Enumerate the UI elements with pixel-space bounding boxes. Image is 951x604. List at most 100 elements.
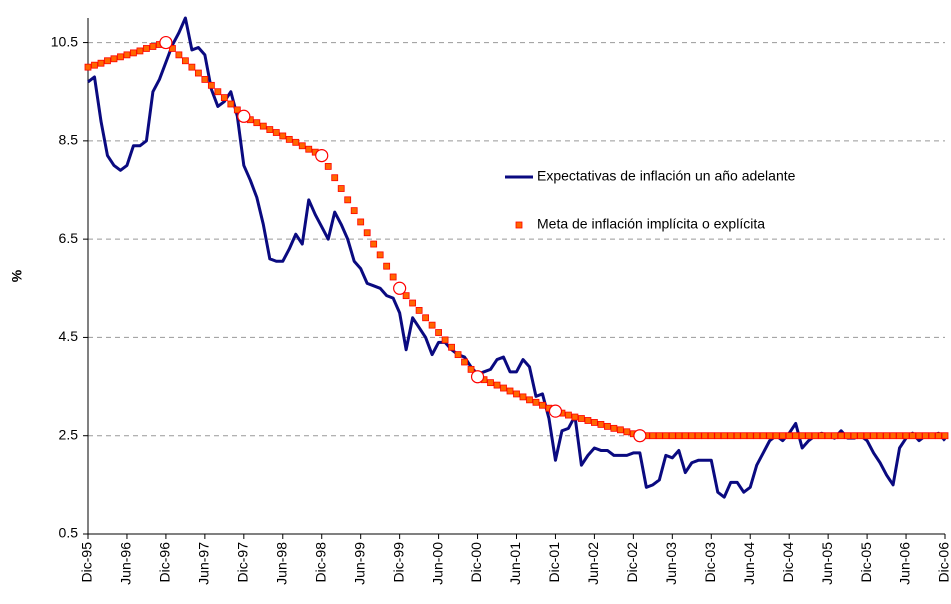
square-marker: [714, 432, 722, 440]
y-tick-label: 8.5: [59, 132, 79, 148]
square-marker: [922, 432, 929, 440]
square-marker: [844, 432, 852, 440]
square-marker: [707, 432, 715, 440]
square-marker: [227, 100, 235, 108]
square-marker: [383, 262, 391, 270]
circle-marker: [470, 370, 485, 384]
x-tick-label: Jun-00: [429, 542, 445, 585]
square-marker: [305, 145, 313, 153]
square-marker: [201, 76, 209, 83]
square-marker: [188, 63, 196, 71]
square-marker: [701, 432, 709, 440]
x-tick-label: Dic-99: [390, 542, 406, 583]
square-marker: [97, 59, 105, 67]
square-marker: [337, 185, 345, 192]
square-marker: [415, 306, 423, 314]
square-marker: [850, 432, 858, 440]
square-marker: [876, 432, 884, 440]
square-marker: [571, 413, 579, 421]
x-tick-label: Jun-04: [741, 542, 757, 585]
x-tick-label: Dic-04: [780, 542, 796, 583]
square-marker: [688, 432, 696, 440]
x-tick-label: Jun-02: [585, 542, 601, 585]
square-marker: [694, 432, 702, 440]
square-marker: [792, 432, 800, 440]
square-marker: [798, 432, 806, 440]
square-marker: [266, 126, 274, 133]
square-marker: [746, 432, 754, 440]
square-marker: [681, 432, 689, 440]
square-marker: [487, 379, 494, 387]
square-marker: [169, 45, 176, 52]
square-marker: [668, 432, 676, 440]
square-marker: [740, 432, 748, 440]
square-marker: [175, 51, 183, 59]
square-marker: [220, 94, 228, 102]
square-marker: [759, 432, 767, 440]
square-marker: [363, 229, 371, 237]
x-tick-label: Jun-97: [196, 542, 212, 585]
square-marker: [409, 299, 417, 307]
x-tick-label: Dic-00: [468, 542, 484, 583]
square-marker: [519, 393, 527, 401]
x-tick-label: Jun-03: [663, 542, 679, 585]
square-marker: [584, 417, 592, 424]
square-marker: [91, 61, 98, 69]
square-marker: [493, 381, 501, 389]
square-marker: [662, 432, 670, 440]
square-marker: [292, 138, 300, 146]
square-marker: [623, 428, 631, 436]
square-marker: [610, 424, 618, 432]
square-marker: [298, 142, 306, 150]
square-marker: [870, 432, 877, 440]
square-marker: [766, 432, 774, 440]
x-tick-label: Dic-01: [546, 542, 562, 583]
square-marker: [578, 415, 585, 422]
square-marker: [603, 422, 611, 430]
square-marker: [500, 384, 507, 392]
x-tick-label: Jun-98: [273, 542, 289, 585]
square-marker: [805, 432, 813, 440]
square-marker: [779, 432, 787, 440]
square-marker: [461, 358, 468, 366]
square-marker: [272, 129, 280, 136]
square-marker: [727, 432, 735, 440]
x-tick-label: Dic-02: [624, 542, 640, 583]
square-marker: [143, 45, 150, 52]
legend-label: Meta de inflación implícita o explícita: [537, 216, 765, 232]
square-marker: [117, 53, 124, 61]
legend-swatch: [515, 221, 523, 229]
square-marker: [902, 432, 910, 440]
square-marker: [928, 432, 936, 440]
square-marker: [616, 426, 624, 434]
square-marker: [370, 240, 378, 248]
square-marker: [402, 292, 410, 300]
square-marker: [675, 432, 683, 440]
x-tick-label: Dic-98: [312, 542, 328, 583]
square-marker: [831, 432, 839, 440]
square-marker: [194, 69, 202, 77]
square-marker: [811, 432, 819, 440]
square-marker: [441, 336, 449, 344]
y-tick-label: 10.5: [51, 33, 78, 49]
y-axis-label: %: [9, 269, 25, 282]
square-marker: [565, 411, 572, 419]
y-tick-label: 2.5: [59, 426, 79, 442]
x-tick-label: Jun-06: [897, 542, 913, 585]
square-marker: [824, 432, 832, 440]
square-marker: [422, 314, 430, 322]
x-tick-label: Dic-97: [235, 542, 251, 583]
square-marker: [376, 251, 384, 259]
square-marker: [181, 57, 189, 65]
square-marker: [935, 432, 942, 440]
square-marker: [149, 43, 157, 50]
square-marker: [896, 432, 903, 440]
square-marker: [909, 432, 916, 440]
square-marker: [591, 419, 598, 426]
x-tick-label: Jun-96: [118, 542, 134, 585]
x-tick-label: Jun-05: [819, 542, 835, 585]
square-marker: [285, 135, 293, 143]
circle-marker: [237, 109, 251, 123]
square-marker: [597, 421, 605, 428]
square-marker: [344, 196, 352, 204]
